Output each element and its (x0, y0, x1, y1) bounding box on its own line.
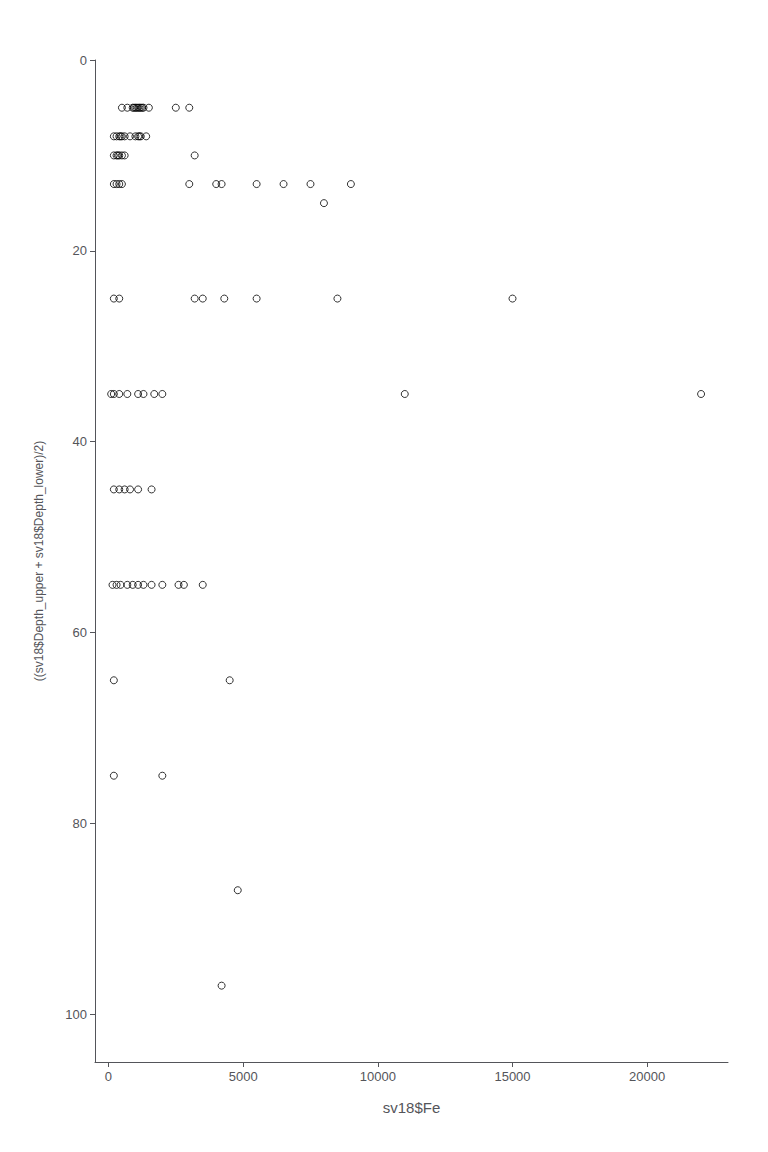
svg-text:10000: 10000 (360, 1069, 396, 1084)
svg-text:0: 0 (105, 1069, 112, 1084)
svg-text:15000: 15000 (494, 1069, 530, 1084)
svg-text:100: 100 (65, 1007, 87, 1022)
svg-text:sv18$Fe: sv18$Fe (383, 1099, 441, 1116)
svg-text:20000: 20000 (629, 1069, 665, 1084)
svg-text:((sv18$Depth_upper + sv18$Dept: ((sv18$Depth_upper + sv18$Depth_lower)/2… (32, 441, 46, 681)
svg-text:20: 20 (73, 243, 87, 258)
svg-text:80: 80 (73, 816, 87, 831)
svg-text:5000: 5000 (229, 1069, 258, 1084)
svg-text:60: 60 (73, 625, 87, 640)
svg-text:0: 0 (80, 53, 87, 68)
svg-text:40: 40 (73, 434, 87, 449)
